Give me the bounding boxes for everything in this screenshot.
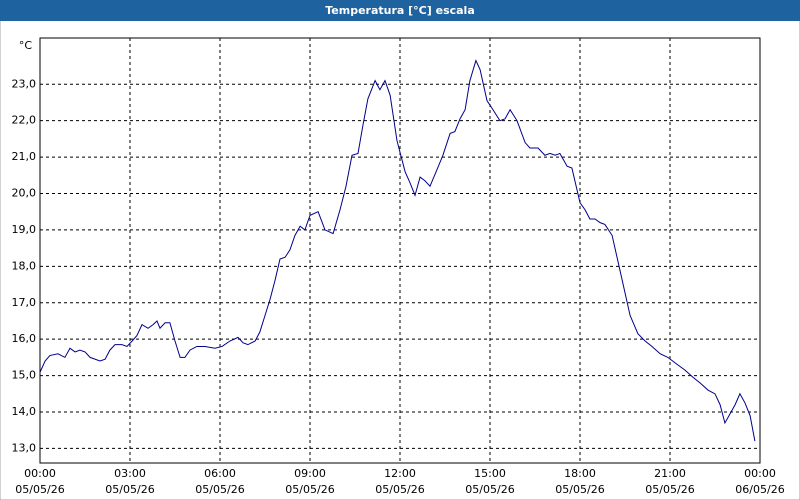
y-tick-label: 14,0 bbox=[12, 405, 37, 418]
chart-title: Temperatura [°C] escala bbox=[325, 4, 475, 17]
x-tick-label: 03:00 05/05/26 bbox=[105, 467, 154, 496]
y-tick-label: 17,0 bbox=[12, 296, 37, 309]
x-tick-label: 18:00 05/05/26 bbox=[555, 467, 604, 496]
y-tick-label: 21,0 bbox=[12, 150, 37, 163]
y-tick-label: 15,0 bbox=[12, 369, 37, 382]
data-line bbox=[39, 59, 756, 442]
y-tick-label: 22,0 bbox=[12, 114, 37, 127]
x-tick-label: 12:00 05/05/26 bbox=[375, 467, 424, 496]
x-tick-label: 00:00 06/05/26 bbox=[735, 467, 784, 496]
y-tick-label: 23,0 bbox=[12, 77, 37, 90]
y-tick-label: 18,0 bbox=[12, 259, 37, 272]
plot-frame bbox=[39, 37, 761, 464]
y-tick-label: 19,0 bbox=[12, 223, 37, 236]
y-tick-label: 20,0 bbox=[12, 187, 37, 200]
x-tick-label: 09:00 05/05/26 bbox=[285, 467, 334, 496]
title-bar bbox=[0, 0, 800, 21]
x-tick-label: 21:00 05/05/26 bbox=[645, 467, 694, 496]
y-tick-label: 13,0 bbox=[12, 441, 37, 454]
y-tick-label: 16,0 bbox=[12, 332, 37, 345]
x-tick-label: 06:00 05/05/26 bbox=[195, 467, 244, 496]
x-tick-label: 00:00 05/05/26 bbox=[15, 467, 64, 496]
y-unit: °C bbox=[19, 39, 33, 52]
x-tick-label: 15:00 05/05/26 bbox=[465, 467, 514, 496]
